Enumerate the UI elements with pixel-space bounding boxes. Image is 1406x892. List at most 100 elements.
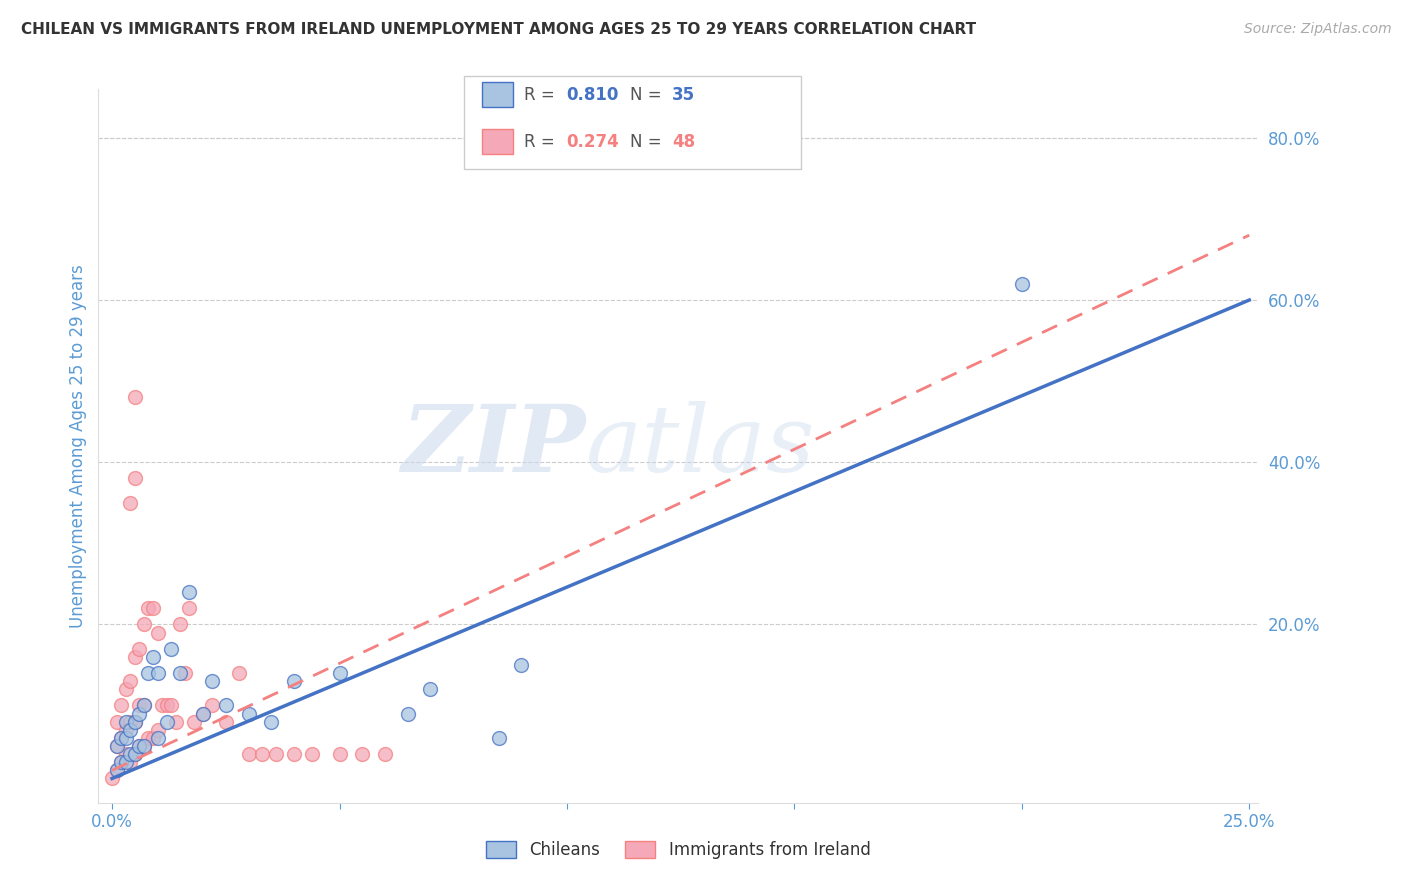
Point xyxy=(114,756,136,770)
Point xyxy=(132,617,155,632)
Text: N =: N = xyxy=(630,133,666,151)
Point xyxy=(101,772,124,786)
Text: 0.274: 0.274 xyxy=(567,133,620,151)
Point xyxy=(128,698,150,713)
Point xyxy=(191,706,214,721)
Point xyxy=(114,747,136,761)
Point xyxy=(114,723,136,737)
Point xyxy=(215,714,238,729)
Point xyxy=(128,739,150,753)
Point xyxy=(510,657,533,672)
Point xyxy=(169,617,191,632)
Point xyxy=(179,585,201,599)
Point xyxy=(120,747,142,761)
Point xyxy=(165,714,187,729)
Point xyxy=(124,649,146,664)
Point xyxy=(105,764,128,778)
Point xyxy=(396,706,419,721)
Point xyxy=(238,706,260,721)
Point xyxy=(110,698,132,713)
Point xyxy=(120,496,142,510)
Point xyxy=(283,747,305,761)
Point xyxy=(124,390,146,404)
Point xyxy=(374,747,396,761)
Point xyxy=(328,666,350,681)
Point xyxy=(105,739,128,753)
Text: atlas: atlas xyxy=(585,401,815,491)
Point xyxy=(114,682,136,697)
Point xyxy=(160,698,183,713)
Point xyxy=(110,731,132,745)
Point xyxy=(150,698,173,713)
Point xyxy=(301,747,323,761)
Point xyxy=(120,674,142,689)
Point xyxy=(201,674,224,689)
Point xyxy=(146,666,169,681)
Point xyxy=(1011,277,1033,291)
Point xyxy=(142,731,165,745)
Point xyxy=(132,698,155,713)
Point xyxy=(110,756,132,770)
Point xyxy=(110,731,132,745)
Text: R =: R = xyxy=(524,133,561,151)
Point xyxy=(124,747,146,761)
Point xyxy=(120,714,142,729)
Point xyxy=(132,739,155,753)
Point xyxy=(156,714,179,729)
Point xyxy=(260,714,283,729)
Point xyxy=(250,747,273,761)
Point xyxy=(124,714,146,729)
Point xyxy=(124,471,146,485)
Text: CHILEAN VS IMMIGRANTS FROM IRELAND UNEMPLOYMENT AMONG AGES 25 TO 29 YEARS CORREL: CHILEAN VS IMMIGRANTS FROM IRELAND UNEMP… xyxy=(21,22,976,37)
Point xyxy=(114,731,136,745)
Point xyxy=(132,739,155,753)
Point xyxy=(128,739,150,753)
Point xyxy=(183,714,205,729)
Point xyxy=(132,698,155,713)
Point xyxy=(160,641,183,656)
Text: 0.810: 0.810 xyxy=(567,86,619,103)
Point xyxy=(201,698,224,713)
Point xyxy=(124,747,146,761)
Legend: Chileans, Immigrants from Ireland: Chileans, Immigrants from Ireland xyxy=(479,834,877,866)
Point xyxy=(128,641,150,656)
Point xyxy=(138,731,160,745)
Point xyxy=(156,698,179,713)
Point xyxy=(228,666,250,681)
Text: 35: 35 xyxy=(672,86,695,103)
Point xyxy=(179,601,201,615)
Point xyxy=(146,731,169,745)
Point xyxy=(146,625,169,640)
Point xyxy=(142,649,165,664)
Text: N =: N = xyxy=(630,86,666,103)
Point xyxy=(173,666,195,681)
Y-axis label: Unemployment Among Ages 25 to 29 years: Unemployment Among Ages 25 to 29 years xyxy=(69,264,87,628)
Point xyxy=(142,601,165,615)
Point xyxy=(488,731,510,745)
Point xyxy=(138,666,160,681)
Point xyxy=(105,764,128,778)
Text: R =: R = xyxy=(524,86,561,103)
Point xyxy=(283,674,305,689)
Point xyxy=(191,706,214,721)
Point xyxy=(419,682,441,697)
Point xyxy=(264,747,287,761)
Point xyxy=(215,698,238,713)
Point xyxy=(120,756,142,770)
Point xyxy=(169,666,191,681)
Point xyxy=(238,747,260,761)
Point xyxy=(352,747,374,761)
Text: Source: ZipAtlas.com: Source: ZipAtlas.com xyxy=(1244,22,1392,37)
Point xyxy=(146,723,169,737)
Point xyxy=(105,714,128,729)
Point xyxy=(328,747,350,761)
Point xyxy=(124,714,146,729)
Point xyxy=(138,601,160,615)
Point xyxy=(128,706,150,721)
Point xyxy=(120,723,142,737)
Text: 48: 48 xyxy=(672,133,695,151)
Text: ZIP: ZIP xyxy=(401,401,585,491)
Point xyxy=(114,714,136,729)
Point xyxy=(110,756,132,770)
Point xyxy=(105,739,128,753)
